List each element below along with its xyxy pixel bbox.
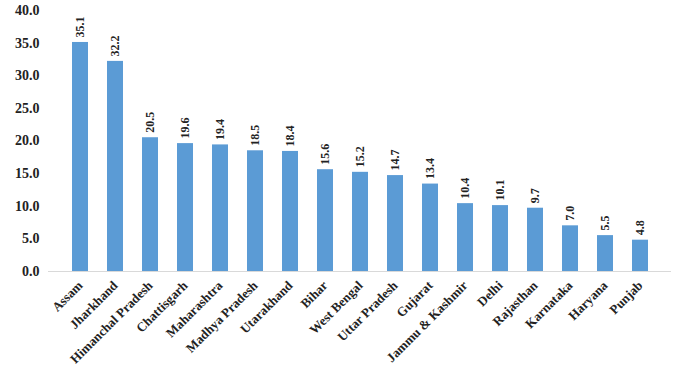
- svg-text:18.4: 18.4: [283, 125, 297, 146]
- svg-text:7.0: 7.0: [563, 206, 577, 221]
- svg-text:Gujarat: Gujarat: [393, 277, 436, 321]
- svg-text:10.1: 10.1: [493, 180, 507, 201]
- svg-text:10.0: 10.0: [15, 199, 40, 214]
- svg-text:Bihar: Bihar: [297, 277, 331, 311]
- svg-text:Utarakhand: Utarakhand: [237, 277, 296, 336]
- svg-text:15.0: 15.0: [15, 166, 40, 181]
- svg-text:10.4: 10.4: [458, 178, 472, 199]
- svg-text:19.6: 19.6: [178, 118, 192, 139]
- svg-text:40.0: 40.0: [15, 3, 40, 18]
- svg-text:0.0: 0.0: [22, 264, 40, 279]
- svg-text:35.0: 35.0: [15, 36, 40, 51]
- svg-text:13.4: 13.4: [423, 158, 437, 179]
- svg-text:14.7: 14.7: [388, 150, 402, 171]
- svg-text:Karnataka: Karnataka: [522, 277, 576, 331]
- svg-text:West Bengal: West Bengal: [306, 277, 366, 338]
- svg-text:Jharkhand: Jharkhand: [66, 277, 121, 332]
- svg-text:Uttar Pradesh: Uttar Pradesh: [334, 277, 401, 344]
- svg-text:Himanchal Pradesh: Himanchal Pradesh: [67, 277, 156, 367]
- svg-text:Haryana: Haryana: [565, 277, 611, 323]
- svg-text:32.2: 32.2: [108, 35, 122, 56]
- svg-text:20.5: 20.5: [143, 112, 157, 133]
- svg-text:35.1: 35.1: [73, 16, 87, 37]
- svg-text:20.0: 20.0: [15, 133, 40, 148]
- svg-text:15.6: 15.6: [318, 144, 332, 165]
- svg-text:18.5: 18.5: [248, 125, 262, 146]
- svg-text:Jammu & Kashmir: Jammu & Kashmir: [383, 278, 470, 365]
- svg-text:15.2: 15.2: [353, 146, 367, 167]
- svg-text:4.8: 4.8: [633, 220, 647, 235]
- svg-text:Madhya Pradesh: Madhya Pradesh: [182, 277, 261, 356]
- svg-text:Rajasthan: Rajasthan: [489, 277, 541, 329]
- svg-text:9.7: 9.7: [528, 188, 542, 203]
- svg-text:19.4: 19.4: [213, 119, 227, 140]
- svg-text:5.0: 5.0: [22, 231, 40, 246]
- svg-text:Maharashtra: Maharashtra: [162, 277, 226, 341]
- svg-text:Punjab: Punjab: [606, 278, 645, 317]
- svg-text:30.0: 30.0: [15, 68, 40, 83]
- svg-text:5.5: 5.5: [598, 216, 612, 231]
- svg-text:25.0: 25.0: [15, 101, 40, 116]
- svg-text:Chattisgarh: Chattisgarh: [133, 277, 191, 336]
- svg-text:Delhi: Delhi: [474, 278, 506, 310]
- svg-text:Assam: Assam: [48, 277, 86, 315]
